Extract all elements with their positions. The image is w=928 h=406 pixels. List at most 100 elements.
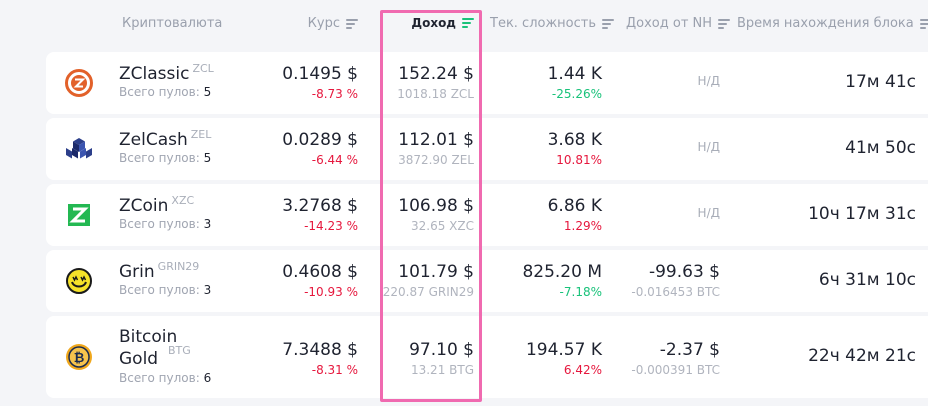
pools-label: Всего пулов: [119, 371, 200, 385]
nh-profit-cell: -99.63 $ -0.016453 BTC [631, 262, 720, 299]
pools-label: Всего пулов: [119, 151, 200, 165]
profit-cell: 101.79 $ 220.87 GRIN29 [383, 262, 474, 299]
coin-info: Grin GRIN29 Всего пулов: 3 [119, 260, 212, 297]
coin-ticker: XZC [171, 194, 195, 207]
column-header-name-label: Криптовалюта [122, 16, 223, 31]
rate-change: -14.23 % [304, 219, 358, 233]
table-body: ZClassic ZCL Всего пулов: 5 0.1495 $ -8.73… [46, 52, 928, 402]
column-header-rate[interactable]: Курс [308, 16, 358, 31]
profit-coins: 220.87 GRIN29 [382, 285, 474, 299]
difficulty-change: 10.81% [556, 153, 602, 167]
rate-value: 3.2768 $ [282, 196, 358, 216]
profit-value: 101.79 $ [398, 262, 474, 282]
coin-ticker: ZCL [192, 62, 214, 75]
rate-value: 7.3488 $ [282, 340, 358, 360]
column-header-block-time-label: Время нахождения блока [737, 16, 914, 31]
block-time-value: 22ч 42м 21с [808, 346, 916, 366]
nh-profit-cell: Н/Д [697, 140, 720, 154]
sort-icon [718, 18, 731, 29]
difficulty-change: 6.42% [563, 363, 602, 377]
rate-cell: 0.0289 $ -6.44 % [282, 130, 358, 167]
table-row[interactable]: Grin GRIN29 Всего пулов: 3 0.4608 $ -10.93… [46, 250, 928, 312]
nh-profit-cell: -2.37 $ -0.000391 BTC [631, 340, 720, 377]
pools-count: Всего пулов: 5 [119, 85, 214, 99]
pools-label: Всего пулов: [119, 85, 200, 99]
difficulty-value: 1.44 K [547, 64, 602, 84]
coin-info: ZelCash ZEL Всего пулов: 5 [119, 128, 212, 165]
pools-count: Всего пулов: 6 [119, 371, 211, 385]
rate-change: -8.73 % [311, 87, 358, 101]
profit-coins: 3872.90 ZEL [398, 153, 474, 167]
sort-icon [346, 18, 358, 29]
profit-cell: 112.01 $ 3872.90 ZEL [398, 130, 474, 167]
table-header: Криптовалюта Курс Доход Тек. сложность Д… [0, 0, 928, 48]
rate-value: 0.0289 $ [282, 130, 358, 150]
rate-change: -6.44 % [311, 153, 358, 167]
column-header-difficulty[interactable]: Тек. сложность [490, 16, 615, 31]
nh-profit-value: -2.37 $ [659, 340, 720, 360]
pools-value: 3 [203, 217, 212, 231]
pools-count: Всего пулов: 5 [119, 151, 211, 165]
profit-cell: 152.24 $ 1018.18 ZCL [397, 64, 474, 101]
difficulty-cell: 1.44 K -25.26% [548, 64, 602, 101]
difficulty-value: 6.86 K [547, 196, 602, 216]
table-row[interactable]: ₿ Bitcoin Gold BTG Всего пулов: 6 7.3488 … [46, 316, 928, 398]
table-row[interactable]: ZCoin XZC Всего пулов: 3 3.2768 $ -14.23 %… [46, 184, 928, 246]
rate-cell: 3.2768 $ -14.23 % [282, 196, 358, 233]
coin-ticker: ZEL [190, 128, 212, 141]
profit-cell: 97.10 $ 13.21 BTG [409, 340, 474, 377]
profit-value: 97.10 $ [409, 340, 474, 360]
pools-label: Всего пулов: [119, 283, 200, 297]
profit-value: 112.01 $ [398, 130, 474, 150]
zcoin-logo-icon [64, 200, 94, 230]
coin-name[interactable]: Grin [119, 262, 155, 282]
bitcoin-gold-logo-icon: ₿ [64, 342, 94, 372]
profit-value: 152.24 $ [398, 64, 474, 84]
difficulty-cell: 825.20 M -7.18% [522, 262, 602, 299]
profit-coins: 1018.18 ZCL [397, 87, 474, 101]
coin-name[interactable]: ZelCash [119, 130, 188, 150]
difficulty-change: 1.29% [563, 219, 602, 233]
pools-value: 3 [203, 283, 212, 297]
coin-name[interactable]: ZCoin [119, 196, 169, 216]
pools-value: 5 [203, 151, 212, 165]
difficulty-cell: 194.57 K 6.42% [526, 340, 602, 377]
nh-profit-btc: -0.000391 BTC [631, 363, 720, 377]
sort-active-icon [462, 18, 474, 28]
difficulty-value: 194.57 K [525, 340, 602, 360]
sort-icon [919, 18, 928, 29]
coin-info: Bitcoin Gold BTG Всего пулов: 6 [119, 326, 211, 385]
difficulty-change: -7.18% [559, 285, 602, 299]
table-row[interactable]: ZelCash ZEL Всего пулов: 5 0.0289 $ -6.44 … [46, 118, 928, 180]
block-time-value: 10ч 17м 31с [808, 204, 916, 224]
profit-cell: 106.98 $ 32.65 XZC [398, 196, 474, 233]
column-header-name[interactable]: Криптовалюта [122, 16, 222, 31]
coin-name[interactable]: ZClassic [119, 64, 190, 84]
coin-info: ZClassic ZCL Всего пулов: 5 [119, 62, 214, 99]
pools-label: Всего пулов: [119, 217, 200, 231]
column-header-profit-label: Доход [411, 16, 456, 30]
block-time-value: 17м 41с [845, 72, 916, 92]
difficulty-change: -25.26% [551, 87, 602, 101]
profit-coins: 13.21 BTG [410, 363, 474, 377]
grin-logo-icon [64, 266, 94, 296]
profit-coins: 32.65 XZC [411, 219, 474, 233]
difficulty-cell: 3.68 K 10.81% [548, 130, 602, 167]
rate-value: 0.1495 $ [282, 64, 358, 84]
coin-ticker: BTG [168, 344, 191, 357]
column-header-difficulty-label: Тек. сложность [490, 16, 597, 31]
column-header-nh-profit[interactable]: Доход от NH [626, 16, 731, 31]
table-row[interactable]: ZClassic ZCL Всего пулов: 5 0.1495 $ -8.73… [46, 52, 928, 114]
coin-name[interactable]: Bitcoin Gold [119, 327, 178, 369]
zelcash-logo-icon [64, 134, 94, 164]
coin-ticker: GRIN29 [157, 260, 200, 273]
sort-icon [602, 18, 615, 29]
rate-cell: 0.1495 $ -8.73 % [282, 64, 358, 101]
nh-profit-btc: -0.016453 BTC [631, 285, 720, 299]
difficulty-value: 3.68 K [547, 130, 602, 150]
difficulty-value: 825.20 M [522, 262, 602, 282]
column-header-block-time[interactable]: Время нахождения блока [737, 16, 928, 31]
zclassic-logo-icon [64, 68, 94, 98]
column-header-profit[interactable]: Доход [411, 16, 474, 30]
